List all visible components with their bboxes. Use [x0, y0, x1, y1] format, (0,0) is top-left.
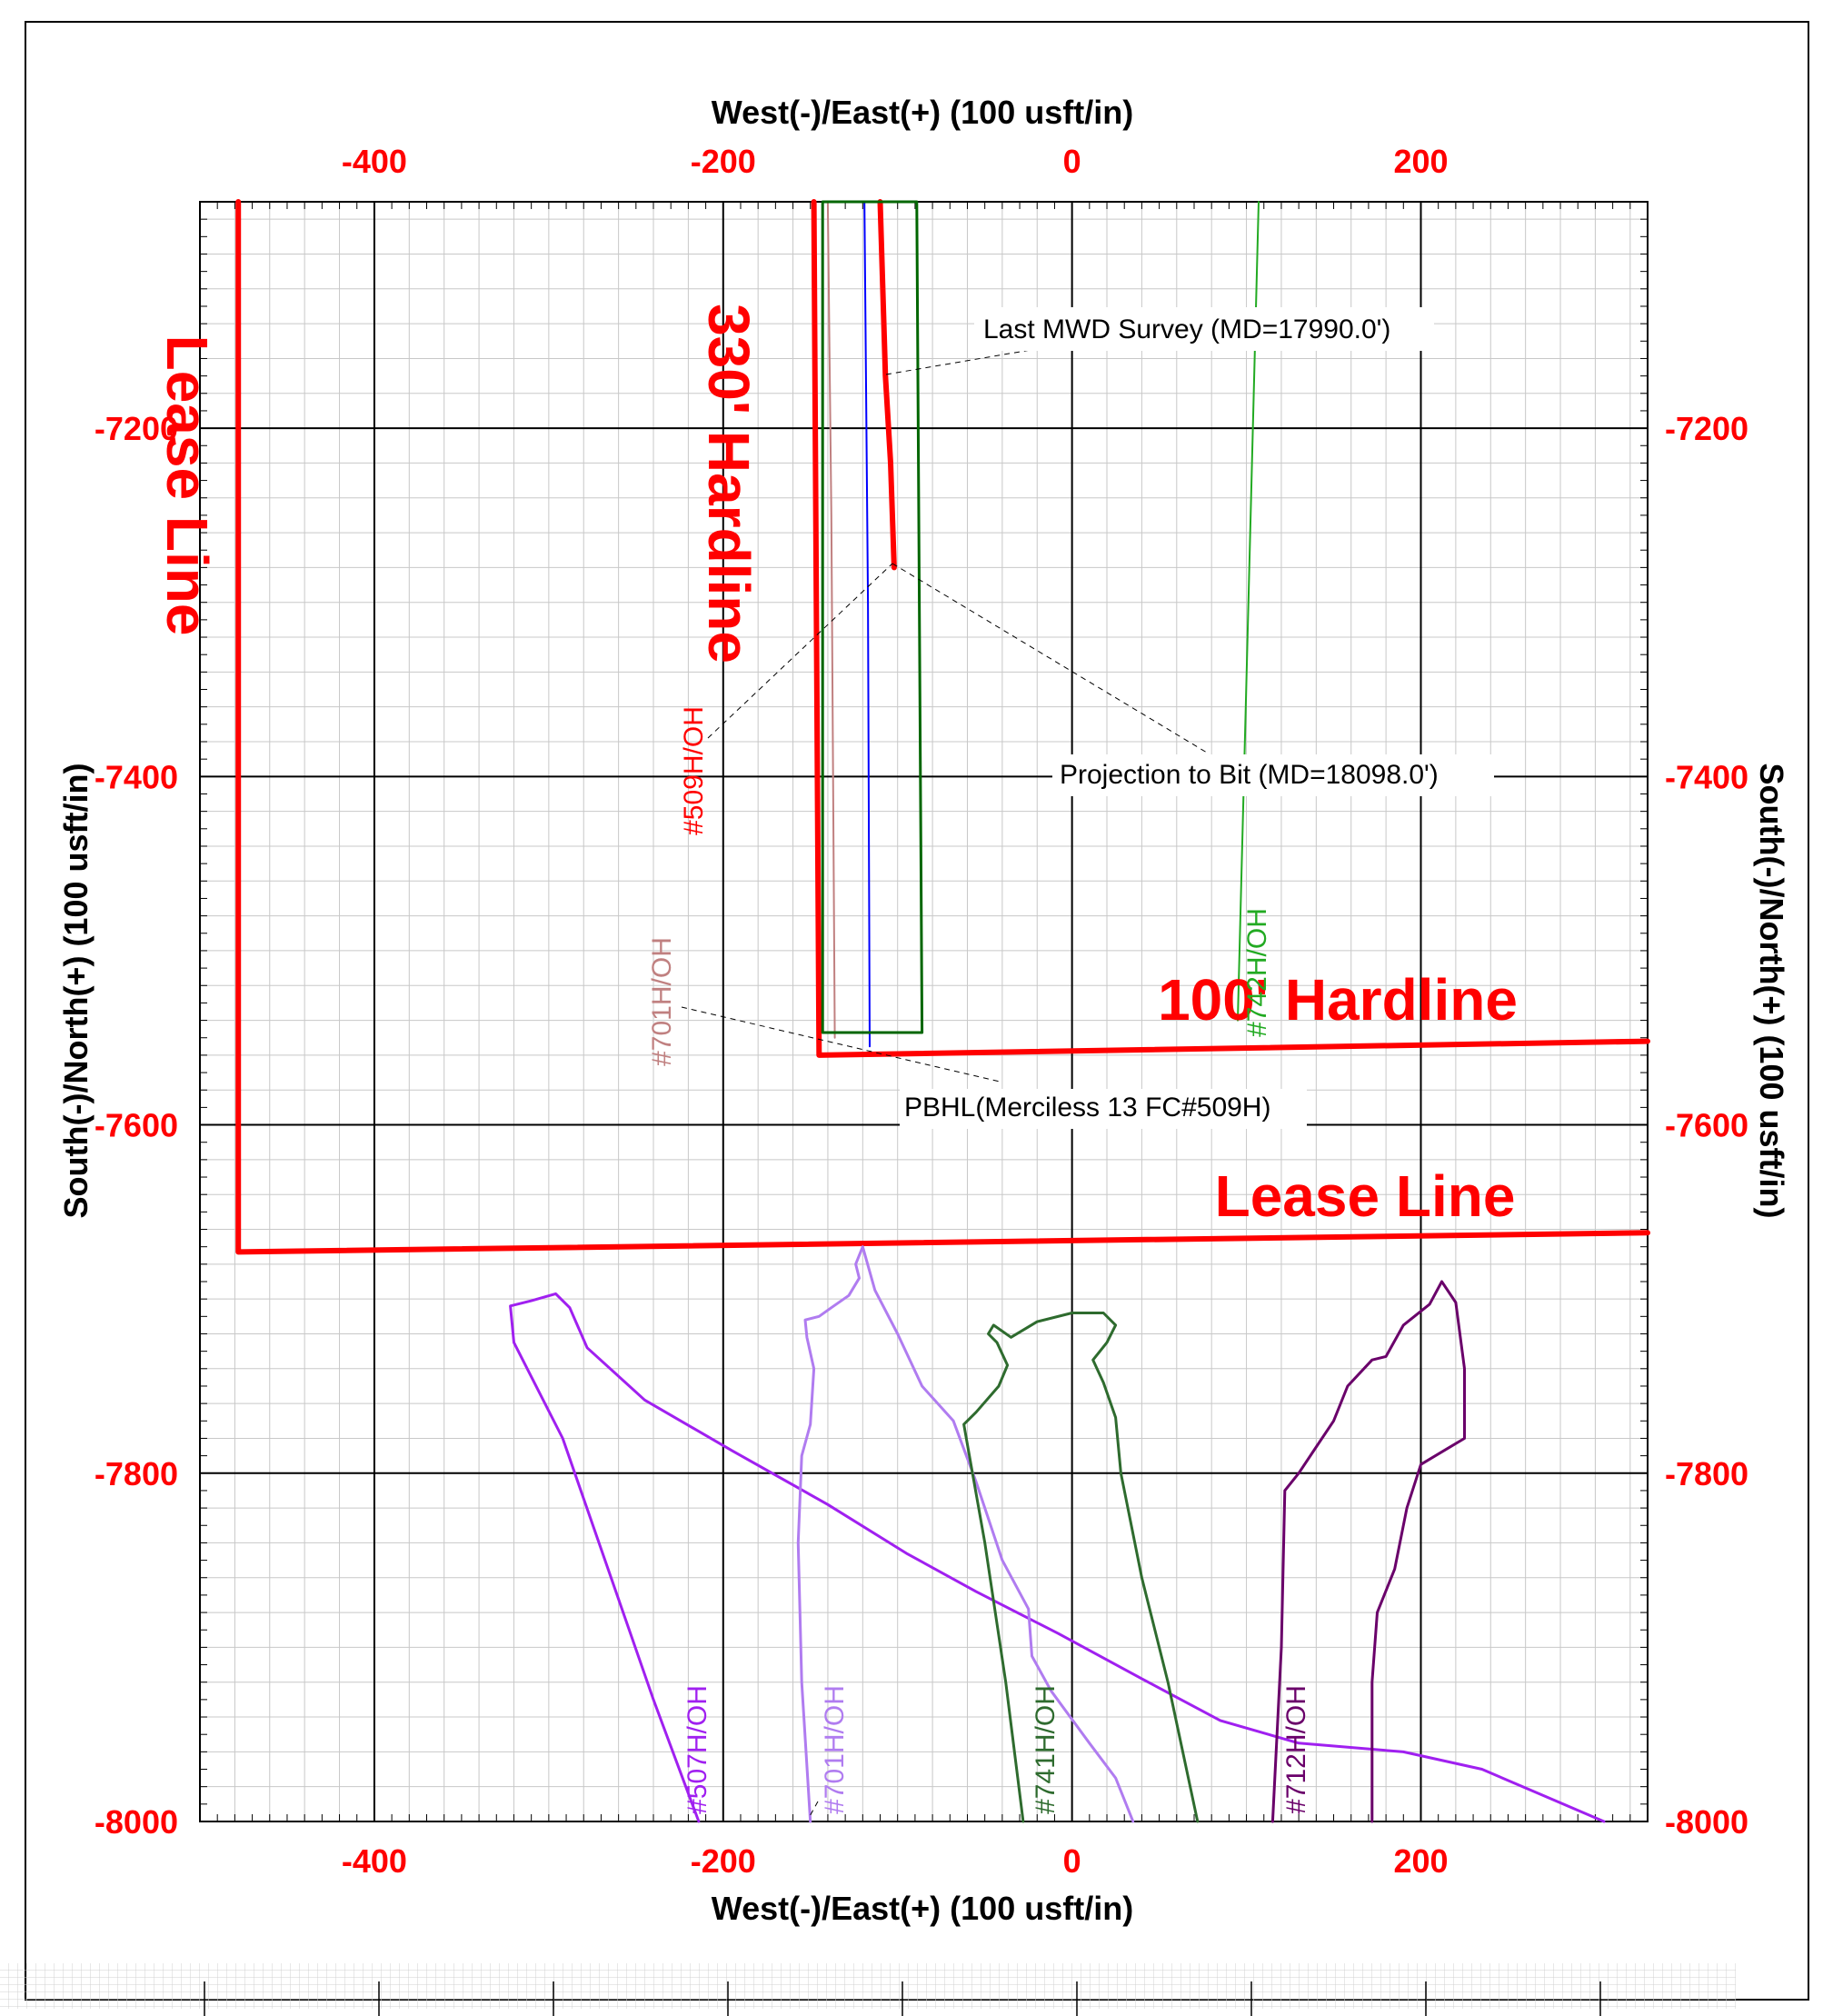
lease-line-vertical-label: Lease Line — [154, 335, 220, 636]
well-label-701h-lower: #701H/OH — [820, 1685, 850, 1814]
series-w701_lower — [796, 1245, 1135, 1823]
annotation-pbhl: PBHL(Merciless 13 FC#509H) — [900, 1089, 1307, 1129]
y-tick-label: -8000 — [1665, 1803, 1748, 1841]
well-label-507h: #507H/OH — [682, 1685, 712, 1814]
leader-last-mwd — [885, 348, 1037, 375]
x-tick-label: 0 — [1063, 1842, 1081, 1880]
x-tick-label: -400 — [342, 1842, 407, 1880]
footer-grid-strip — [0, 1963, 1736, 2009]
well-label-712h: #712H/OH — [1281, 1685, 1311, 1814]
x-tick-label: -400 — [342, 143, 407, 180]
y-tick-label: -7400 — [95, 758, 178, 795]
x-tick-label: -200 — [691, 1842, 756, 1880]
series-w741 — [962, 1312, 1200, 1823]
hardline-100-label: 100' Hardline — [1158, 967, 1518, 1033]
series-w509_main — [877, 199, 897, 571]
x-tick-label: 200 — [1393, 1842, 1448, 1880]
y-tick-label: -7600 — [95, 1107, 178, 1144]
well-label-741h: #741H/OH — [1031, 1685, 1061, 1814]
y-tick-label: -7200 — [1665, 410, 1748, 447]
tick-marks — [199, 201, 1649, 1822]
hardline-330-label: 330' Hardline — [696, 304, 762, 664]
series-green_box — [821, 200, 924, 1034]
x-tick-label: 0 — [1063, 143, 1081, 180]
right-axis-title: South(-)/North(+) (100 usft/in) — [1753, 763, 1790, 1219]
top-axis-title: West(-)/East(+) (100 usft/in) — [712, 94, 1133, 131]
leader-projection-a — [707, 563, 893, 739]
y-tick-labels-left: -7200 -7400 -7600 -7800 -8000 — [95, 410, 178, 1841]
leader-lines — [681, 348, 1208, 1819]
plot-border — [199, 201, 1649, 1822]
annotation-last-mwd: Last MWD Survey (MD=17990.0') — [974, 307, 1434, 351]
lease-line-horizontal-label: Lease Line — [1215, 1163, 1516, 1229]
series-w507 — [509, 1292, 1606, 1823]
bottom-axis-title: West(-)/East(+) (100 usft/in) — [712, 1890, 1133, 1927]
series-w712 — [1270, 1280, 1466, 1823]
footer-dividers — [204, 1981, 1601, 2016]
series-lease_line — [235, 199, 1650, 1255]
series-blue_line — [863, 201, 871, 1048]
y-tick-label: -7800 — [95, 1455, 178, 1492]
y-tick-label: -8000 — [95, 1803, 178, 1841]
y-tick-label: -7600 — [1665, 1107, 1748, 1144]
y-tick-label: -7200 — [95, 410, 178, 447]
leader-projection-b — [892, 563, 1208, 754]
x-tick-labels-top: -400 -200 0 200 — [342, 143, 1449, 180]
well-label-509h: #509H/OH — [679, 706, 709, 835]
svg-text:Projection to Bit (MD=18098.0: Projection to Bit (MD=18098.0') — [1060, 760, 1439, 790]
x-tick-label: -200 — [691, 143, 756, 180]
well-label-742h: #742H/OH — [1242, 908, 1272, 1037]
series-w701_upper — [826, 201, 836, 1039]
leader-w701-low — [808, 1801, 819, 1819]
left-axis-title: South(-)/North(+) (100 usft/in) — [57, 763, 95, 1219]
y-tick-labels-right: -7200 -7400 -7600 -7800 -8000 — [1665, 410, 1748, 1841]
y-tick-label: -7800 — [1665, 1455, 1748, 1492]
annotation-projection: Projection to Bit (MD=18098.0') — [1052, 754, 1494, 796]
y-tick-label: -7400 — [1665, 758, 1748, 795]
svg-text:PBHL(Merciless 13 FC#509H): PBHL(Merciless 13 FC#509H) — [904, 1093, 1270, 1123]
plot-area — [199, 201, 1649, 1822]
series-hardline_100 — [811, 199, 1650, 1058]
x-tick-label: 200 — [1393, 143, 1448, 180]
svg-text:Last MWD Survey (MD=17990.0'): Last MWD Survey (MD=17990.0') — [983, 314, 1390, 344]
leader-pbhl — [681, 1006, 1001, 1083]
well-label-701h-upper: #701H/OH — [647, 937, 677, 1066]
x-tick-labels-bottom: -400 -200 0 200 — [342, 1842, 1449, 1880]
